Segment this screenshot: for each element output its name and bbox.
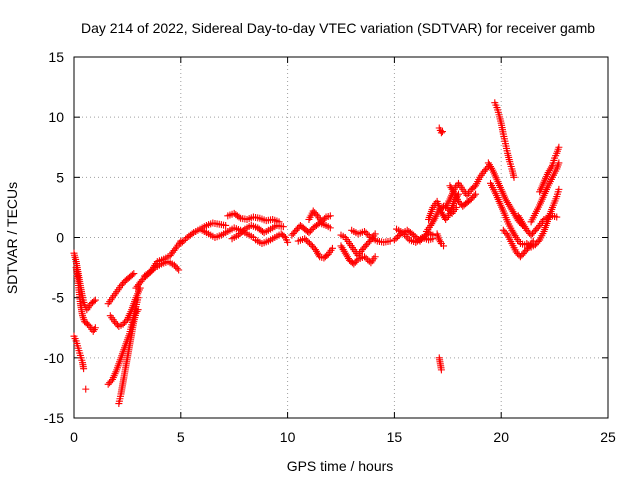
data-point — [362, 254, 370, 262]
data-point — [555, 143, 563, 151]
data-point — [553, 213, 561, 221]
data-point — [312, 210, 320, 218]
data-point — [410, 231, 418, 239]
data-points — [70, 99, 563, 408]
data-point — [429, 235, 437, 243]
data-point — [171, 245, 179, 253]
x-axis-label: GPS time / hours — [287, 458, 394, 474]
data-point — [137, 277, 145, 285]
x-tick-label: 5 — [177, 429, 185, 445]
data-point — [365, 232, 373, 240]
data-point — [134, 306, 142, 314]
data-point — [145, 268, 153, 276]
data-point — [178, 238, 186, 246]
y-tick-labels: -15 -10 -5 0 5 10 15 — [44, 49, 64, 426]
x-tick-label: 25 — [600, 429, 616, 445]
data-point — [180, 237, 188, 245]
data-point — [82, 385, 90, 393]
y-tick-label: -5 — [52, 290, 65, 306]
data-point — [360, 227, 368, 235]
x-tick-label: 10 — [280, 429, 296, 445]
data-point — [390, 236, 398, 244]
data-point — [364, 230, 372, 238]
data-point — [321, 215, 329, 223]
data-point — [394, 233, 402, 241]
data-point — [122, 317, 130, 325]
data-point — [239, 227, 247, 235]
data-point — [437, 129, 445, 137]
data-point — [138, 276, 146, 284]
x-tick-label: 15 — [387, 429, 403, 445]
data-point — [437, 366, 445, 374]
data-point — [440, 242, 448, 250]
plot-frame — [73, 56, 609, 419]
data-point — [177, 240, 185, 248]
data-point — [91, 324, 99, 332]
data-point — [173, 264, 181, 272]
data-point — [371, 230, 379, 238]
x-tick-labels: 0 5 10 15 20 25 — [70, 429, 616, 445]
data-point — [392, 234, 400, 242]
data-point — [134, 294, 142, 302]
data-point — [128, 271, 136, 279]
data-point — [188, 230, 196, 238]
data-point — [472, 190, 480, 198]
data-point — [234, 231, 242, 239]
data-point — [305, 239, 313, 247]
data-point — [107, 377, 115, 385]
data-point — [130, 270, 138, 278]
data-point — [91, 296, 99, 304]
data-point — [386, 237, 394, 245]
y-tick-label: 0 — [56, 230, 64, 246]
y-tick-label: -15 — [44, 410, 64, 426]
data-point — [326, 224, 334, 232]
y-axis-label: SDTVAR / TECUs — [4, 182, 20, 294]
data-point — [362, 229, 370, 237]
chart-title: Day 214 of 2022, Sidereal Day-to-day VTE… — [81, 20, 595, 36]
y-tick-label: -10 — [44, 350, 64, 366]
data-point — [175, 266, 183, 274]
data-point — [235, 213, 243, 221]
data-point — [279, 223, 287, 231]
data-point — [302, 236, 310, 244]
data-point — [328, 244, 336, 252]
data-point — [301, 235, 309, 243]
y-tick-label: 15 — [48, 49, 64, 65]
y-tick-label: 10 — [48, 109, 64, 125]
data-point — [222, 221, 230, 229]
data-point — [534, 223, 542, 231]
data-point — [438, 128, 446, 136]
data-point — [304, 238, 312, 246]
data-point — [353, 257, 361, 265]
data-point — [510, 173, 518, 181]
x-tick-label: 20 — [493, 429, 509, 445]
data-point — [80, 365, 88, 373]
data-point — [555, 185, 563, 193]
data-point — [236, 230, 244, 238]
y-tick-label: 5 — [56, 169, 64, 185]
data-point — [90, 297, 98, 305]
data-point — [280, 232, 288, 240]
x-tick-label: 0 — [70, 429, 78, 445]
data-point — [502, 229, 510, 237]
data-point — [326, 212, 334, 220]
data-point — [284, 238, 292, 246]
data-point — [360, 253, 368, 261]
data-point — [371, 253, 379, 261]
data-point — [534, 238, 542, 246]
data-point — [238, 228, 246, 236]
data-point — [470, 192, 478, 200]
data-point — [364, 256, 372, 264]
